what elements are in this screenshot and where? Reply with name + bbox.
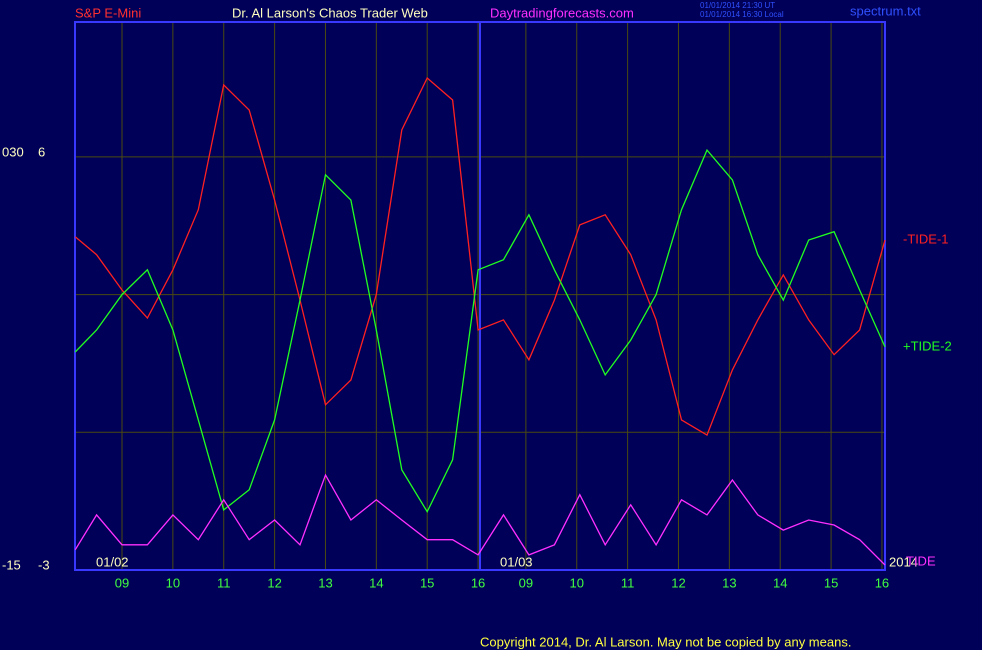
lines xyxy=(74,76,886,566)
x-tick-label: 09 xyxy=(519,575,533,590)
x-tick-label: 11 xyxy=(217,575,231,590)
x-tick-label: 09 xyxy=(115,575,129,590)
timestamp: 01/01/2014 21:30 UT xyxy=(700,1,775,10)
y2-tick-label: 030 xyxy=(2,144,24,159)
x-tick-label: 15 xyxy=(420,575,434,590)
timestamp: 01/01/2014 16:30 Local xyxy=(700,10,784,19)
legend-label: +TIDE-2 xyxy=(903,338,952,353)
copyright: Copyright 2014, Dr. Al Larson. May not b… xyxy=(480,634,851,649)
y-tick-label: 6 xyxy=(38,144,45,159)
x-tick-label: 12 xyxy=(671,575,685,590)
file-name: spectrum.txt xyxy=(850,3,921,18)
x-tick-label: 10 xyxy=(570,575,584,590)
date-label: 01/03 xyxy=(500,554,533,569)
x-tick-label: 10 xyxy=(166,575,180,590)
chart-title: Dr. Al Larson's Chaos Trader Web xyxy=(232,5,428,20)
date-label: 2014 xyxy=(889,554,918,569)
date-label: 01/02 xyxy=(96,554,129,569)
x-tick-label: 13 xyxy=(318,575,332,590)
instrument: S&P E-Mini xyxy=(75,5,141,20)
series-line xyxy=(74,473,886,566)
x-tick-label: 14 xyxy=(369,575,383,590)
x-tick-label: 11 xyxy=(621,575,635,590)
y2-tick-label: -15 xyxy=(2,557,21,572)
legend-label: -TIDE-1 xyxy=(903,231,949,246)
website: Daytradingforecasts.com xyxy=(490,5,634,20)
series-line xyxy=(74,76,886,437)
x-tick-label: 13 xyxy=(722,575,736,590)
series-line xyxy=(74,148,886,514)
legend-label: TIDE xyxy=(906,553,936,568)
x-tick-label: 14 xyxy=(773,575,787,590)
y-tick-label: -3 xyxy=(38,557,50,572)
x-tick-label: 16 xyxy=(875,575,889,590)
x-tick-label: 12 xyxy=(267,575,281,590)
x-tick-label: 15 xyxy=(824,575,838,590)
x-tick-label: 16 xyxy=(471,575,485,590)
